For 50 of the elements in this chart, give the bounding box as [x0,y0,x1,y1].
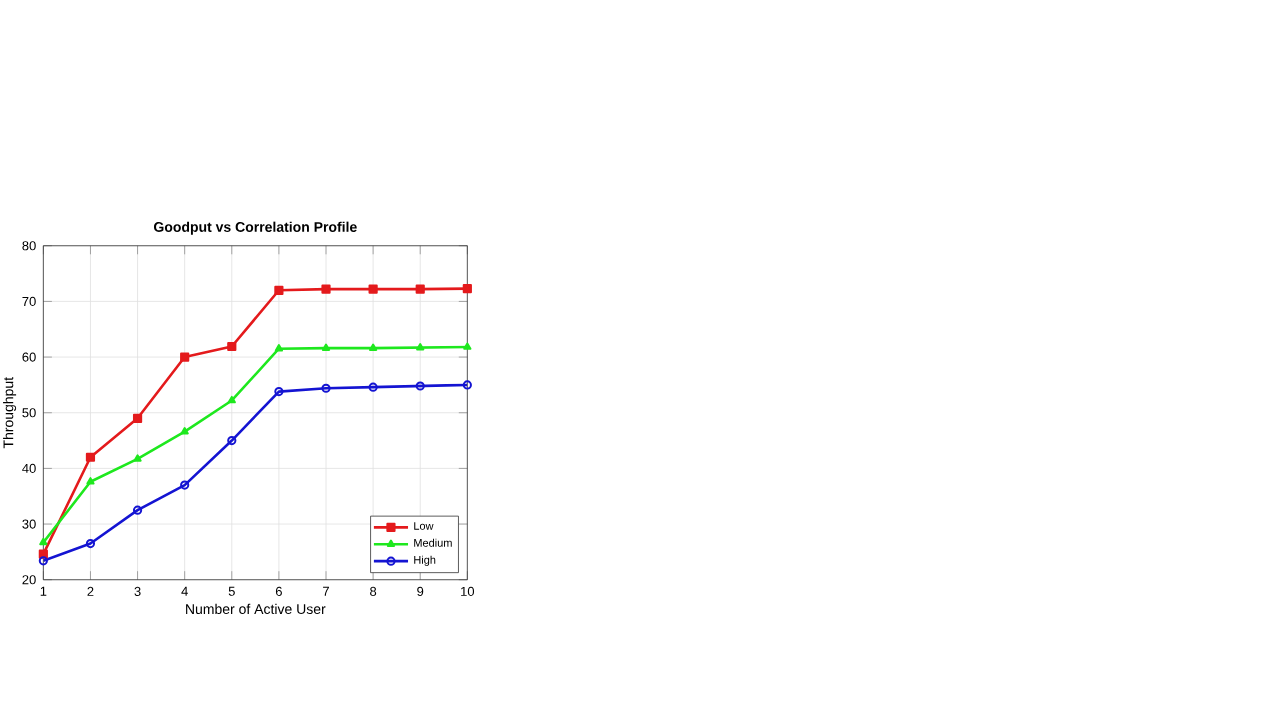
x-tick-label: 3 [134,586,141,596]
point [86,477,95,485]
y-axis-title: Throughput [3,377,17,449]
point [85,538,96,549]
x-axis-title: Number of Active User [186,603,326,614]
point [321,343,331,351]
point [415,284,425,294]
point [274,344,284,352]
point [321,383,331,393]
point [85,452,96,462]
point [321,284,331,294]
y-tick-label: 80 [22,241,36,251]
point [463,342,472,350]
legend-label: Medium [414,538,452,547]
y-tick-label: 40 [22,463,36,473]
point [274,285,284,295]
x-tick-label: 6 [275,586,282,596]
y-tick-label: 20 [22,575,36,585]
point [132,413,143,423]
point [227,435,237,446]
point [368,382,378,392]
point [180,480,190,490]
x-tick-label: 10 [461,586,475,596]
x-tick-label: 7 [323,586,329,596]
y-tick-label: 70 [22,296,36,307]
x-tick-label: 1 [40,586,47,596]
point [133,454,142,462]
point [180,427,189,435]
point [369,343,378,351]
y-tick-label: 30 [22,519,36,529]
x-tick-label: 9 [417,586,424,596]
point [227,341,237,352]
x-tick-label: 2 [87,586,94,596]
point [416,343,425,351]
x-tick-label: 5 [228,586,235,596]
point [462,284,472,294]
legend-label: Low [414,522,434,530]
x-tick-label: 8 [370,586,377,596]
chart-title: Goodput vs Correlation Profile [154,221,357,235]
point [39,537,48,546]
point [368,284,378,294]
point [180,352,190,362]
legend-label: High [414,555,436,566]
y-tick-label: 50 [22,408,36,418]
y-tick-label: 60 [22,352,36,362]
x-tick-label: 4 [181,586,188,596]
point [415,381,425,391]
point [132,505,143,515]
point [227,395,236,404]
point [274,386,284,397]
